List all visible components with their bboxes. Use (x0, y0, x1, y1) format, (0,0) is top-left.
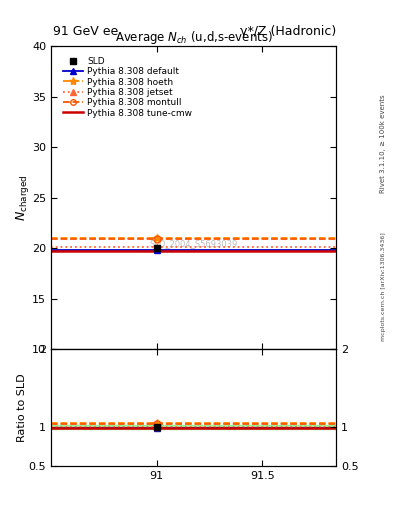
Legend: SLD, Pythia 8.308 default, Pythia 8.308 hoeth, Pythia 8.308 jetset, Pythia 8.308: SLD, Pythia 8.308 default, Pythia 8.308 … (61, 55, 194, 119)
Text: Rivet 3.1.10, ≥ 100k events: Rivet 3.1.10, ≥ 100k events (380, 94, 386, 193)
Text: SLD_2004_S5693039: SLD_2004_S5693039 (149, 239, 238, 248)
Text: mcplots.cern.ch [arXiv:1306.3436]: mcplots.cern.ch [arXiv:1306.3436] (381, 232, 386, 341)
Text: γ*/Z (Hadronic): γ*/Z (Hadronic) (240, 26, 336, 38)
Title: Average $N_{ch}$ (u,d,s-events): Average $N_{ch}$ (u,d,s-events) (115, 29, 272, 46)
Y-axis label: Ratio to SLD: Ratio to SLD (17, 373, 27, 442)
Text: 91 GeV ee: 91 GeV ee (53, 26, 118, 38)
Y-axis label: $N_{\rm charged}$: $N_{\rm charged}$ (14, 175, 31, 221)
